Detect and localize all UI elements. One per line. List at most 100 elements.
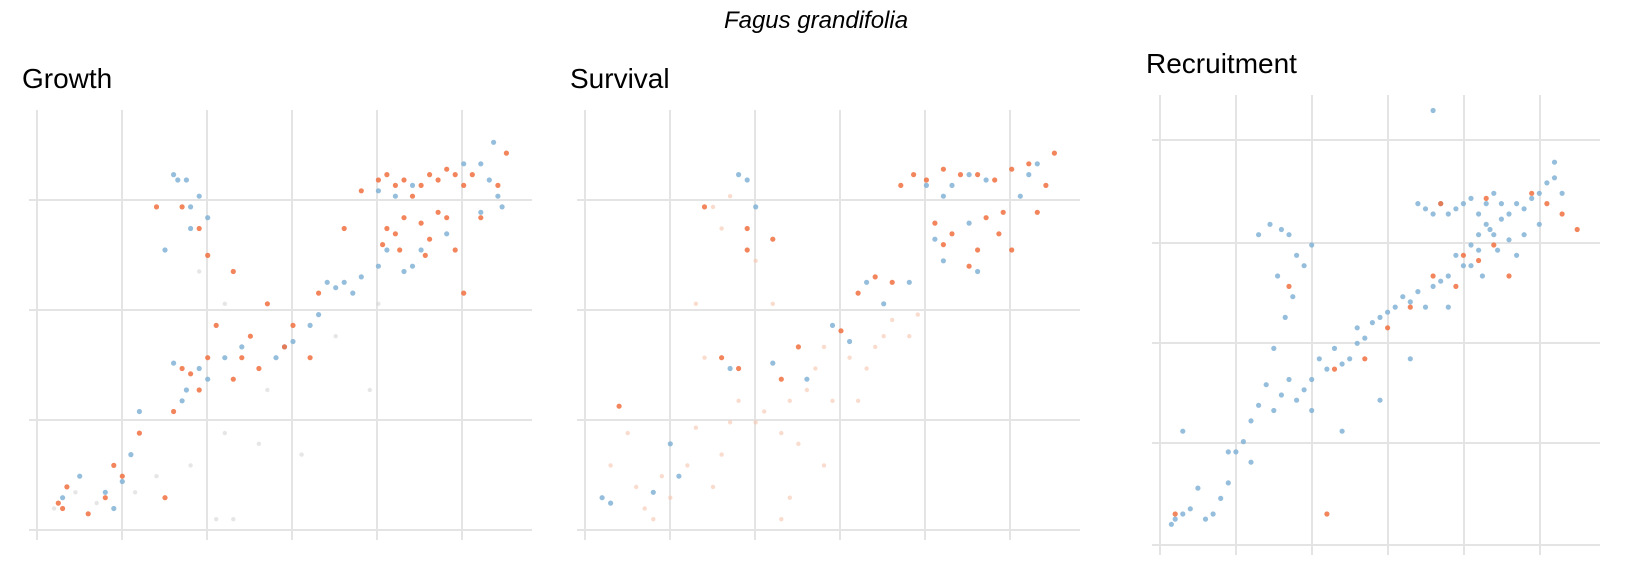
- data-point: [1034, 161, 1040, 167]
- data-point: [444, 166, 450, 172]
- data-point: [1495, 247, 1501, 253]
- data-point: [384, 247, 390, 253]
- data-point: [744, 247, 750, 253]
- data-point: [992, 177, 998, 183]
- data-point: [804, 376, 810, 382]
- data-point: [256, 365, 262, 372]
- data-point: [898, 182, 904, 188]
- data-point: [736, 398, 741, 403]
- data-point: [830, 398, 835, 403]
- data-point: [1529, 195, 1535, 201]
- data-point: [273, 355, 279, 361]
- data-point: [659, 474, 664, 479]
- data-point: [60, 505, 66, 512]
- data-point: [1377, 397, 1383, 403]
- data-point: [183, 177, 189, 183]
- data-point: [1559, 190, 1565, 196]
- data-point: [1468, 195, 1474, 201]
- data-point: [1460, 252, 1466, 258]
- data-point: [60, 495, 66, 501]
- data-point: [1294, 397, 1300, 403]
- data-point: [996, 231, 1002, 237]
- data-point: [435, 177, 441, 183]
- data-point: [599, 495, 605, 501]
- data-point: [847, 338, 853, 345]
- data-point: [341, 225, 347, 232]
- data-point: [222, 430, 227, 436]
- data-point: [1256, 232, 1262, 238]
- data-point: [102, 489, 108, 495]
- data-point: [1430, 107, 1436, 114]
- data-point: [625, 430, 630, 436]
- data-point: [197, 269, 202, 274]
- data-point: [154, 474, 159, 479]
- data-point: [1256, 402, 1262, 408]
- data-point: [222, 355, 228, 361]
- data-point: [770, 360, 776, 366]
- data-point: [1506, 273, 1512, 279]
- data-point: [128, 452, 134, 458]
- data-point: [1225, 449, 1231, 455]
- data-point: [1354, 340, 1360, 346]
- data-point: [796, 441, 801, 446]
- data-point: [778, 376, 784, 382]
- data-point: [333, 285, 339, 291]
- data-point: [1422, 304, 1429, 310]
- data-point: [392, 193, 398, 199]
- data-point: [1506, 211, 1512, 217]
- data-point: [162, 495, 168, 501]
- data-point: [864, 279, 870, 285]
- data-point: [1453, 252, 1459, 258]
- data-point: [932, 236, 938, 242]
- data-point: [376, 301, 381, 306]
- data-point: [171, 408, 177, 415]
- data-point: [375, 263, 381, 269]
- data-point: [422, 252, 428, 258]
- data-point: [1286, 376, 1292, 383]
- data-point: [367, 387, 372, 393]
- data-point: [1445, 211, 1451, 217]
- data-point: [668, 495, 673, 500]
- data-point: [1551, 175, 1558, 181]
- data-point: [358, 274, 364, 280]
- data-point: [736, 172, 742, 178]
- recruitment-panel: Recruitment: [1146, 48, 1600, 555]
- data-point: [486, 177, 492, 183]
- data-point: [1294, 252, 1300, 258]
- data-point: [787, 398, 792, 403]
- data-point: [55, 500, 61, 506]
- data-point: [821, 344, 827, 350]
- data-point: [380, 242, 386, 248]
- data-point: [1331, 345, 1338, 351]
- data-point: [966, 172, 972, 178]
- data-point: [855, 290, 861, 296]
- data-point: [1392, 304, 1398, 310]
- data-point: [119, 473, 125, 479]
- data-point: [73, 490, 78, 495]
- data-point: [409, 182, 416, 188]
- data-point: [1301, 387, 1307, 393]
- data-point: [307, 322, 313, 328]
- data-point: [847, 355, 852, 360]
- data-point: [1218, 495, 1224, 501]
- data-point: [171, 360, 177, 366]
- data-point: [1529, 190, 1535, 196]
- data-point: [183, 387, 189, 393]
- data-point: [1278, 392, 1284, 398]
- data-point: [1422, 206, 1429, 212]
- data-point: [1225, 480, 1231, 486]
- data-point: [907, 334, 912, 339]
- data-point: [966, 263, 972, 269]
- data-point: [966, 220, 972, 226]
- data-point: [608, 500, 614, 506]
- data-point: [392, 231, 398, 237]
- data-point: [290, 322, 296, 328]
- data-point: [821, 463, 827, 468]
- data-point: [499, 204, 505, 210]
- data-point: [384, 172, 390, 178]
- data-point: [478, 215, 484, 221]
- data-point: [1476, 232, 1482, 238]
- data-point: [753, 204, 759, 210]
- data-point: [1172, 511, 1178, 517]
- data-point: [77, 473, 83, 479]
